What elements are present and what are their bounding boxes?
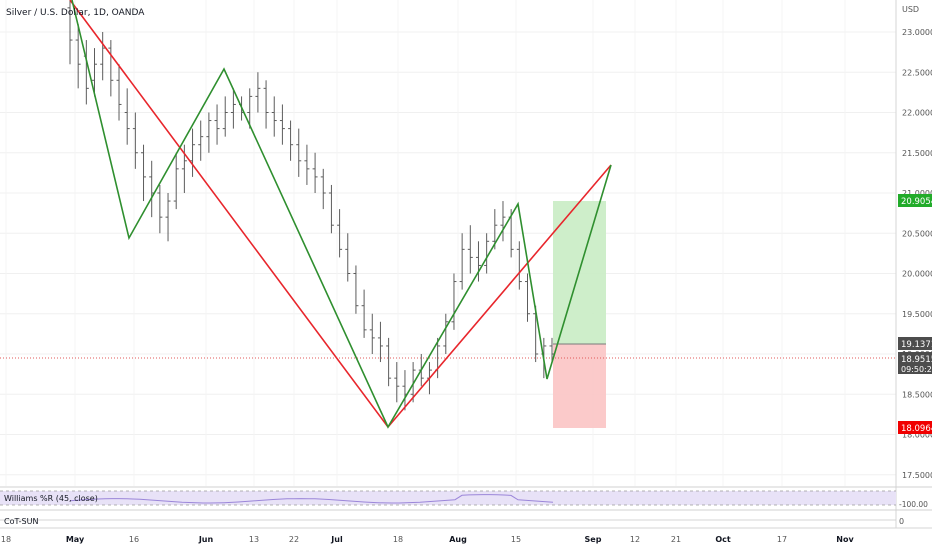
time-tick-label: 21: [671, 535, 681, 544]
ohlc-bar: [165, 193, 171, 242]
ohlc-bar: [132, 112, 138, 169]
time-tick-label: Nov: [836, 535, 854, 544]
candle-layer: [67, 0, 555, 411]
grid-layer: [0, 31, 896, 476]
ohlc-bar: [386, 337, 392, 387]
ohlc-bar: [67, 0, 73, 65]
entry-price-tag: 19.13716: [898, 337, 932, 350]
price-tick-layer: 23.00000 22.50000 22.00000 21.50000 21.00000…: [902, 28, 932, 480]
time-tick-label: 17: [777, 535, 787, 544]
price-tick-label: 20.00000: [902, 270, 932, 279]
ohlc-bar: [369, 313, 375, 354]
price-tick-label: 20.50000: [902, 229, 932, 238]
time-tick-label: 13: [249, 535, 259, 544]
williams-r-level: -100.00: [899, 500, 928, 509]
ohlc-bar: [353, 265, 359, 314]
williams-r-line: [69, 494, 554, 504]
cot-label[interactable]: CoT-SUN: [4, 517, 38, 526]
price-tick-label: 17.50000: [902, 471, 932, 480]
price-tick-label: 22.00000: [902, 109, 932, 118]
ohlc-bar: [320, 168, 326, 210]
ohlc-bar: [467, 225, 473, 274]
ohlc-bar: [410, 362, 416, 403]
time-axis[interactable]: 18 May 16 Jun 13 22 Jul 18 Aug 15 Sep 12 21 Oct 17 Nov: [1, 535, 855, 544]
price-tick-label: 21.00000: [902, 189, 932, 198]
ohlc-bar: [75, 23, 81, 89]
ohlc-bar: [230, 88, 236, 129]
price-tick-label: 22.50000: [902, 68, 932, 77]
ohlc-bar: [377, 321, 383, 363]
currency-label: USD: [902, 5, 919, 14]
ohlc-bar: [124, 88, 130, 145]
time-tick-label: Jun: [198, 535, 214, 544]
ohlc-bar: [222, 96, 228, 137]
time-tick-label: 12: [630, 535, 640, 544]
ohlc-bar: [451, 273, 457, 330]
ohlc-bar: [288, 120, 294, 161]
ohlc-bar: [255, 72, 261, 113]
ohlc-bar: [271, 96, 277, 137]
ohlc-bar: [524, 273, 530, 322]
cot-value: 0: [899, 517, 904, 526]
ohlc-bar: [394, 362, 400, 403]
ohlc-bar: [173, 152, 179, 210]
svg-text:19.13716: 19.13716: [901, 340, 932, 350]
ohlc-bar: [141, 144, 147, 202]
ohlc-bar: [247, 88, 253, 129]
time-tick-label: Sep: [585, 535, 602, 544]
time-tick-label: 15: [511, 535, 521, 544]
ohlc-bar: [263, 80, 269, 129]
ohlc-bar: [304, 144, 310, 185]
target-price-tag: 20.90546: [898, 194, 932, 207]
svg-text:20.90546: 20.90546: [901, 197, 932, 207]
time-tick-label: Jul: [330, 535, 343, 544]
price-tick-label: 19.50000: [902, 310, 932, 319]
ohlc-bar: [157, 184, 163, 234]
price-tick-label: 18.00000: [902, 431, 932, 440]
pattern-line-green[interactable]: [71, 0, 612, 429]
svg-text:18.09649: 18.09649: [901, 424, 932, 434]
symbol-title: Silver / U.S. Dollar, 1D, OANDA: [6, 8, 145, 18]
ohlc-bar: [206, 112, 212, 153]
wr-band: [0, 491, 896, 505]
ohlc-bar: [443, 313, 449, 354]
svg-text:18.95150: 18.95150: [901, 355, 932, 365]
ohlc-bar: [484, 233, 490, 274]
time-tick-label: 22: [289, 535, 299, 544]
last-price-tag: 18.95150 09:50:29: [898, 352, 932, 374]
ohlc-bar: [116, 64, 122, 121]
ohlc-bar: [296, 128, 302, 177]
ohlc-bar: [345, 233, 351, 282]
ohlc-bar: [214, 104, 220, 145]
ohlc-bar: [459, 233, 465, 290]
main-pane-background: [0, 0, 896, 486]
ohlc-bar: [500, 201, 506, 242]
ohlc-bar: [92, 48, 98, 97]
ohlc-bar: [516, 241, 522, 290]
time-tick-label: May: [66, 535, 85, 544]
price-tick-label: 23.00000: [902, 28, 932, 37]
time-tick-label: 16: [129, 535, 139, 544]
time-tick-label: Oct: [715, 535, 731, 544]
time-tick-label: 18: [393, 535, 403, 544]
williams-r-label[interactable]: Williams %R (45, close): [4, 494, 98, 503]
ohlc-bar: [475, 241, 481, 282]
ohlc-bar: [198, 120, 204, 161]
ohlc-bar: [337, 209, 343, 258]
loss-zone[interactable]: [553, 344, 606, 428]
ohlc-bar: [312, 152, 318, 193]
time-tick-label: 18: [1, 535, 11, 544]
ohlc-bar: [108, 40, 114, 97]
ohlc-bar: [361, 289, 367, 338]
price-tick-label: 18.50000: [902, 390, 932, 399]
stop-price-tag: 18.09649: [898, 421, 932, 434]
ohlc-bar: [328, 184, 334, 234]
ohlc-bar: [100, 32, 106, 81]
price-tick-label: 21.50000: [902, 149, 932, 158]
ohlc-bar: [279, 104, 285, 145]
bar-countdown: 09:50:29: [901, 365, 932, 374]
time-tick-label: Aug: [449, 535, 467, 544]
